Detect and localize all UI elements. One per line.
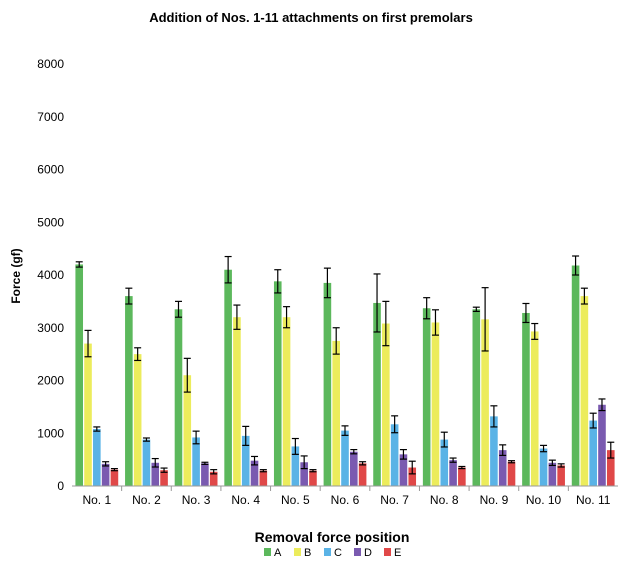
- x-tick-label: No. 9: [480, 493, 509, 507]
- x-axis-ticks: No. 1 No. 2 No. 3 No. 4 No. 5 No. 6 No. 7 No. 8…: [82, 486, 611, 507]
- bar-a: [174, 309, 183, 486]
- legend-swatch-c: [324, 548, 331, 556]
- legend-swatch-a: [264, 548, 271, 556]
- bar-e: [507, 461, 516, 486]
- y-axis-label: Force (gf): [9, 248, 23, 303]
- bar-b: [431, 322, 440, 486]
- bar-c: [341, 430, 349, 486]
- bar-b: [183, 375, 192, 486]
- bar-d: [300, 462, 308, 486]
- x-tick-label: No. 1: [82, 493, 111, 507]
- bar-b: [332, 340, 340, 486]
- bar-d: [250, 460, 259, 486]
- bar-b: [481, 319, 489, 486]
- bar-b: [133, 354, 142, 486]
- bar-d: [399, 454, 408, 486]
- bar-d: [101, 463, 110, 486]
- bar-a: [273, 281, 282, 486]
- bar-c: [192, 437, 200, 486]
- y-axis-ticks: 0 1000 2000 3000 4000 5000 6000 7000 8000: [37, 57, 64, 493]
- bar-series-group: [75, 264, 615, 486]
- x-tick-label: No. 11: [576, 493, 611, 507]
- y-tick-label: 1000: [37, 426, 64, 440]
- bar-d: [548, 462, 557, 486]
- x-tick-label: No. 3: [182, 493, 211, 507]
- bar-d: [151, 462, 160, 486]
- bar-a: [422, 308, 431, 486]
- bar-c: [142, 439, 151, 486]
- bar-c: [291, 446, 300, 486]
- bar-e: [458, 467, 466, 486]
- bar-c: [490, 416, 498, 486]
- y-tick-label: 8000: [37, 57, 64, 71]
- bar-e: [408, 467, 417, 486]
- bar-c: [539, 448, 548, 486]
- bar-a: [323, 282, 332, 486]
- bar-b: [84, 343, 92, 486]
- bar-e: [606, 450, 615, 486]
- bar-e: [358, 463, 367, 486]
- x-tick-label: No. 10: [526, 493, 562, 507]
- bar-c: [241, 435, 250, 486]
- y-tick-label: 4000: [37, 268, 64, 282]
- bar-d: [350, 451, 358, 486]
- legend-label: D: [364, 547, 372, 559]
- bar-b: [382, 323, 390, 486]
- error-bars-group: [75, 255, 615, 475]
- x-axis-label: Removal force position: [255, 529, 410, 545]
- legend-swatch-e: [384, 548, 391, 556]
- bar-b: [233, 317, 241, 486]
- bar-a: [571, 265, 580, 486]
- legend-label: C: [334, 547, 342, 559]
- bar-e: [209, 471, 218, 486]
- x-tick-label: No. 8: [430, 493, 459, 507]
- bar-d: [201, 463, 209, 486]
- bar-a: [522, 312, 530, 486]
- bar-a: [75, 264, 84, 486]
- bar-b: [530, 331, 539, 486]
- bar-a: [125, 296, 133, 486]
- x-tick-label: No. 6: [331, 493, 360, 507]
- x-tick-label: No. 2: [132, 493, 161, 507]
- y-tick-label: 7000: [37, 110, 64, 124]
- bar-b: [282, 317, 291, 486]
- legend-swatch-b: [294, 548, 301, 556]
- bar-e: [557, 465, 565, 486]
- bar-c: [390, 424, 399, 486]
- bar-d: [449, 460, 457, 486]
- x-tick-label: No. 5: [281, 493, 310, 507]
- legend-label: E: [394, 547, 401, 559]
- bar-a: [472, 309, 481, 486]
- x-tick-label: No. 4: [231, 493, 260, 507]
- y-tick-label: 6000: [37, 163, 64, 177]
- legend-label: A: [274, 547, 282, 559]
- y-tick-label: 3000: [37, 321, 64, 335]
- y-tick-label: 0: [57, 479, 64, 493]
- legend: A B C D E: [264, 547, 401, 559]
- legend-label: B: [304, 547, 311, 559]
- bar-e: [309, 470, 317, 486]
- y-tick-label: 2000: [37, 374, 64, 388]
- bar-c: [93, 429, 101, 486]
- bar-e: [110, 469, 119, 486]
- bar-a: [373, 302, 381, 486]
- y-tick-label: 5000: [37, 215, 64, 229]
- bar-e: [160, 470, 168, 486]
- bar-d: [598, 404, 606, 486]
- x-tick-label: No. 7: [380, 493, 409, 507]
- bar-c: [440, 439, 449, 486]
- bar-c: [589, 420, 597, 486]
- chart-title: Addition of Nos. 1-11 attachments on fir…: [149, 10, 473, 25]
- bar-d: [498, 450, 507, 486]
- legend-swatch-d: [354, 548, 361, 556]
- bar-a: [224, 269, 232, 486]
- bar-b: [580, 296, 589, 486]
- bar-e: [259, 470, 268, 486]
